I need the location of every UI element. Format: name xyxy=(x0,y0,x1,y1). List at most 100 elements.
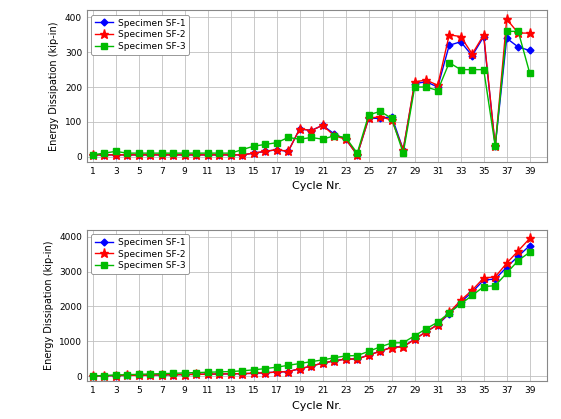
Specimen SF-2 xyxy=(124,373,131,378)
Specimen SF-2 xyxy=(135,153,142,158)
Specimen SF-1 xyxy=(158,372,165,378)
Specimen SF-3 xyxy=(377,344,384,349)
Specimen SF-2 xyxy=(250,150,257,155)
Specimen SF-2 xyxy=(423,78,430,83)
Specimen SF-1 xyxy=(181,153,188,158)
Y-axis label: Energy Dissipation (kip-in): Energy Dissipation (kip-in) xyxy=(44,241,53,370)
Y-axis label: Energy Dissipation (kip-in): Energy Dissipation (kip-in) xyxy=(49,21,59,151)
Specimen SF-3 xyxy=(480,67,487,72)
Specimen SF-2 xyxy=(124,153,131,158)
Specimen SF-2 xyxy=(273,147,280,152)
Specimen SF-3 xyxy=(135,372,142,377)
Specimen SF-3 xyxy=(319,137,326,142)
Specimen SF-2 xyxy=(400,147,407,152)
Specimen SF-1 xyxy=(365,352,372,357)
Specimen SF-1 xyxy=(101,373,108,378)
Specimen SF-2 xyxy=(331,133,338,138)
Specimen SF-2 xyxy=(193,153,200,158)
Specimen SF-2 xyxy=(204,372,211,377)
Specimen SF-2 xyxy=(515,31,522,36)
Specimen SF-2 xyxy=(181,372,188,377)
Specimen SF-3 xyxy=(147,150,154,155)
Specimen SF-1 xyxy=(124,373,131,378)
Specimen SF-3 xyxy=(273,140,280,145)
Specimen SF-3 xyxy=(400,340,407,345)
Specimen SF-1 xyxy=(492,277,499,282)
Specimen SF-2 xyxy=(89,153,96,158)
Specimen SF-1 xyxy=(434,85,441,90)
Specimen SF-3 xyxy=(457,67,464,72)
Specimen SF-3 xyxy=(158,371,165,376)
Specimen SF-2 xyxy=(388,118,395,123)
Specimen SF-1 xyxy=(342,357,349,362)
Specimen SF-3 xyxy=(227,150,234,155)
Specimen SF-1 xyxy=(354,153,361,158)
Specimen SF-2 xyxy=(354,357,361,362)
Specimen SF-3 xyxy=(181,150,188,155)
Specimen SF-2 xyxy=(457,298,464,303)
Specimen SF-3 xyxy=(342,353,349,358)
Specimen SF-3 xyxy=(319,357,326,362)
Specimen SF-3 xyxy=(147,372,154,377)
Line: Specimen SF-2: Specimen SF-2 xyxy=(88,234,534,380)
Specimen SF-1 xyxy=(204,372,211,377)
Specimen SF-1 xyxy=(158,153,165,158)
Specimen SF-3 xyxy=(124,372,131,377)
Specimen SF-2 xyxy=(423,329,430,334)
Specimen SF-1 xyxy=(515,253,522,259)
Specimen SF-1 xyxy=(250,371,257,376)
Specimen SF-2 xyxy=(319,360,326,365)
Specimen SF-2 xyxy=(227,371,234,376)
Specimen SF-1 xyxy=(423,79,430,84)
Specimen SF-3 xyxy=(411,85,418,90)
Specimen SF-1 xyxy=(89,153,96,158)
Specimen SF-1 xyxy=(342,137,349,142)
Specimen SF-3 xyxy=(423,326,430,331)
Specimen SF-1 xyxy=(446,43,453,48)
Specimen SF-2 xyxy=(250,371,257,376)
Specimen SF-2 xyxy=(434,322,441,327)
Specimen SF-2 xyxy=(434,83,441,88)
Specimen SF-1 xyxy=(170,372,177,377)
Specimen SF-2 xyxy=(89,373,96,378)
Specimen SF-2 xyxy=(503,17,510,22)
Specimen SF-3 xyxy=(469,67,476,72)
Specimen SF-3 xyxy=(89,373,96,378)
Specimen SF-2 xyxy=(411,79,418,84)
Specimen SF-2 xyxy=(193,372,200,377)
Specimen SF-1 xyxy=(308,128,315,133)
Specimen SF-1 xyxy=(526,48,533,53)
Specimen SF-1 xyxy=(193,372,200,377)
Specimen SF-1 xyxy=(400,344,407,349)
Specimen SF-1 xyxy=(308,364,315,369)
Specimen SF-1 xyxy=(411,337,418,342)
Specimen SF-3 xyxy=(308,359,315,364)
Specimen SF-3 xyxy=(285,135,292,140)
Specimen SF-1 xyxy=(388,114,395,119)
Specimen SF-1 xyxy=(101,153,108,158)
Specimen SF-1 xyxy=(262,149,269,154)
Specimen SF-3 xyxy=(124,150,131,155)
Specimen SF-3 xyxy=(446,60,453,65)
Specimen SF-1 xyxy=(239,153,246,158)
Specimen SF-2 xyxy=(181,153,188,158)
Specimen SF-1 xyxy=(227,371,234,376)
Specimen SF-2 xyxy=(112,373,119,378)
Specimen SF-2 xyxy=(492,274,499,279)
Specimen SF-3 xyxy=(296,137,303,142)
Specimen SF-1 xyxy=(480,34,487,39)
Specimen SF-2 xyxy=(158,372,165,378)
Specimen SF-2 xyxy=(296,366,303,371)
Specimen SF-2 xyxy=(135,372,142,378)
Specimen SF-1 xyxy=(515,44,522,49)
Specimen SF-1 xyxy=(503,265,510,270)
Specimen SF-3 xyxy=(193,370,200,375)
Specimen SF-2 xyxy=(170,153,177,158)
Specimen SF-3 xyxy=(515,29,522,34)
Specimen SF-3 xyxy=(503,29,510,34)
Specimen SF-2 xyxy=(147,372,154,378)
Specimen SF-3 xyxy=(446,310,453,315)
Specimen SF-1 xyxy=(423,329,430,334)
Specimen SF-2 xyxy=(204,153,211,158)
Specimen SF-3 xyxy=(170,150,177,155)
